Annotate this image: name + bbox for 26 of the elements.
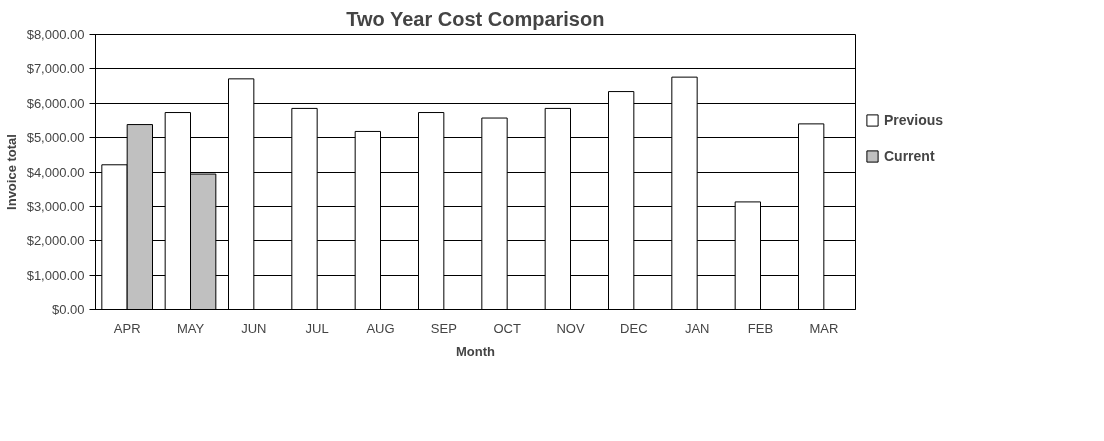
y-tick-label: $4,000.00 — [26, 164, 85, 180]
x-tick-label: DEC — [620, 320, 648, 336]
y-tick-label: $8,000.00 — [26, 27, 85, 42]
y-tick-label: $2,000.00 — [26, 233, 85, 249]
x-tick-label: FEB — [747, 320, 774, 336]
x-tick-label: OCT — [493, 320, 521, 336]
y-axis-title: Invoice total — [3, 134, 19, 210]
legend-label: Previous — [884, 112, 944, 128]
y-tick-label: $3,000.00 — [26, 198, 85, 214]
y-tick-label: $0.00 — [51, 302, 85, 317]
y-tick-label: $6,000.00 — [26, 95, 85, 111]
x-tick-label: SEP — [430, 320, 457, 336]
x-tick-label: JAN — [684, 320, 710, 336]
x-tick-label: MAR — [809, 320, 839, 336]
y-tick-label: $7,000.00 — [26, 61, 85, 77]
x-tick-label: MAY — [176, 320, 205, 336]
x-tick-label: NOV — [556, 320, 585, 336]
x-axis-title: Month — [456, 343, 496, 359]
y-tick-label: $5,000.00 — [26, 130, 85, 146]
x-tick-label: JUL — [305, 320, 329, 336]
legend-label: Current — [884, 148, 935, 164]
x-tick-label: APR — [113, 320, 141, 336]
chart-title: Two Year Cost Comparison — [346, 7, 605, 30]
y-tick-label: $1,000.00 — [26, 267, 85, 283]
x-tick-label: AUG — [366, 320, 395, 336]
x-tick-label: JUN — [241, 320, 267, 336]
